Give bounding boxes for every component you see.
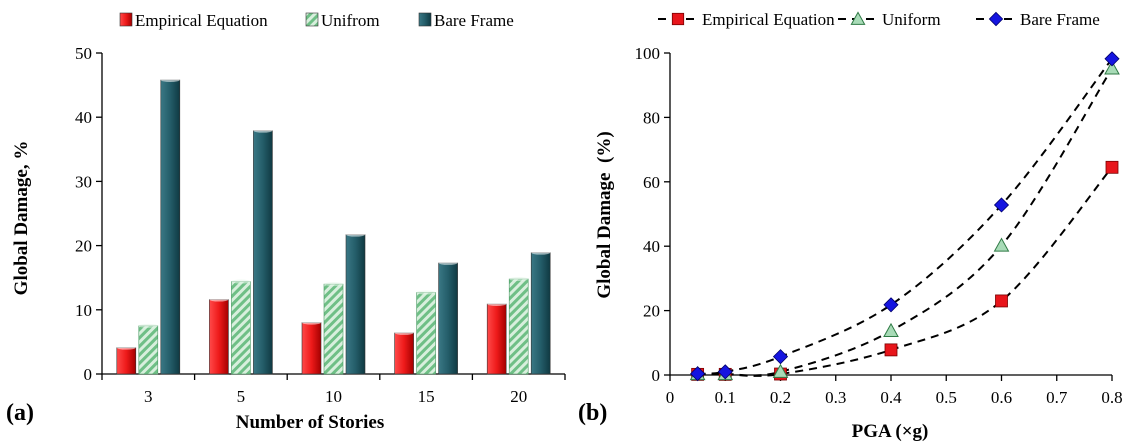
line-chart-y-tick-label: 20 xyxy=(643,302,660,321)
bar-chart-y-tick-label: 30 xyxy=(75,172,92,191)
line-chart-y-tick-label: 80 xyxy=(643,108,660,127)
bar-chart-x-axis-title: Number of Stories xyxy=(236,412,384,433)
line-chart-x-tick-label: 0.1 xyxy=(715,388,736,407)
bar-unifrom-cap xyxy=(138,323,158,328)
bar-unifrom-cap xyxy=(324,282,343,287)
bar-chart-y-tick-label: 50 xyxy=(75,44,92,63)
bar-bare-frame-cap xyxy=(531,250,551,255)
bar-chart-y-tick-label: 40 xyxy=(75,108,92,127)
point-uniform xyxy=(883,322,899,337)
line-chart-x-tick-label: 0.2 xyxy=(770,388,791,407)
bar-unifrom xyxy=(138,325,159,375)
line-series-empirical-equation xyxy=(697,166,1113,377)
point-bare-frame xyxy=(690,366,706,382)
bar-chart-x-tick-label: 20 xyxy=(510,387,527,406)
bar-chart-panel: 0 10 20 30 40 50 3 5 10 15 20 Empirical Equation U… xyxy=(6,11,566,433)
legend-marker-empirical-equation xyxy=(671,12,685,26)
line-chart-panel: 0 20 40 60 80 100 0 0.1 0.2 0.3 0.4 0.5 0.6 0.7 0.8 E… xyxy=(578,10,1123,442)
point-bare-frame xyxy=(772,349,789,365)
bar-bare-frame-cap xyxy=(160,77,180,82)
line-series-uniform xyxy=(697,67,1113,377)
bar-chart-y-axis-title: Global Damage, % xyxy=(11,141,32,296)
legend-label-bare-frame: Bare Frame xyxy=(1020,10,1100,29)
line-chart-x-tick-label: 0.3 xyxy=(825,388,846,407)
bar-empirical-equation-cap xyxy=(302,320,321,325)
bar-chart-x-tick-label: 5 xyxy=(237,387,246,406)
point-bare-frame xyxy=(717,364,733,380)
bar-empirical-equation xyxy=(116,347,137,375)
bar-bare-frame xyxy=(345,234,366,375)
line-chart-x-tick-label: 0 xyxy=(666,388,675,407)
point-uniform xyxy=(772,363,789,378)
bar-chart-x-tick-label: 10 xyxy=(325,387,342,406)
bar-chart-y-tick-label: 20 xyxy=(75,237,92,256)
legend-label-uniform: Uniform xyxy=(882,10,941,29)
bar-empirical-equation xyxy=(301,322,322,375)
point-uniform xyxy=(993,237,1010,252)
bar-bare-frame xyxy=(253,130,273,375)
line-chart-panel-label: (b) xyxy=(578,400,607,426)
bar-empirical-equation-cap xyxy=(394,330,414,335)
line-chart-x-tick-label: 0.8 xyxy=(1101,388,1122,407)
bar-bare-frame xyxy=(530,252,551,375)
line-chart-x-tick-label: 0.4 xyxy=(880,388,902,407)
bar-empirical-equation xyxy=(486,303,507,375)
bar-unifrom-cap xyxy=(231,279,251,284)
bar-unifrom xyxy=(231,281,251,375)
bar-bare-frame-cap xyxy=(438,260,458,265)
bar-unifrom xyxy=(323,283,344,375)
line-series-bare-frame xyxy=(697,58,1113,375)
legend-marker-bare-frame xyxy=(988,11,1004,27)
bar-empirical-equation xyxy=(394,332,414,375)
bar-chart-y-tick-label: 0 xyxy=(84,365,93,384)
legend-label-empirical-equation: Empirical Equation xyxy=(702,10,835,29)
bar-empirical-equation-cap xyxy=(116,345,136,350)
point-empirical-equation xyxy=(884,343,898,357)
line-chart-x-tick-label: 0.5 xyxy=(936,388,957,407)
line-chart-x-tick-label: 0.7 xyxy=(1046,388,1068,407)
bar-unifrom xyxy=(508,278,529,375)
line-chart-y-tick-label: 0 xyxy=(652,366,661,385)
bar-chart-y-tick-label: 10 xyxy=(75,301,92,320)
bar-chart-panel-label: (a) xyxy=(6,400,34,426)
legend-swatch-unifrom xyxy=(305,12,319,27)
point-bare-frame xyxy=(993,197,1010,213)
bar-bare-frame xyxy=(160,79,181,375)
line-chart-y-axis-title: Global Damage (%) xyxy=(594,131,615,298)
bar-unifrom-cap xyxy=(509,276,529,281)
bar-empirical-equation xyxy=(209,299,229,375)
point-empirical-equation xyxy=(1105,160,1119,174)
point-uniform xyxy=(1104,60,1120,75)
line-chart-x-axis-title: PGA (×g) xyxy=(852,421,929,442)
legend-swatch-bare-frame xyxy=(418,12,432,27)
bar-bare-frame-cap xyxy=(346,232,365,237)
line-chart-y-tick-label: 60 xyxy=(643,173,660,192)
line-chart-y-tick-label: 100 xyxy=(635,44,661,63)
legend-label-empirical-equation: Empirical Equation xyxy=(135,11,268,30)
legend-marker-uniform xyxy=(850,11,866,25)
line-chart-x-tick-label: 0.6 xyxy=(991,388,1012,407)
bar-bare-frame-cap xyxy=(253,128,273,133)
bar-empirical-equation-cap xyxy=(487,302,507,307)
legend-label-bare-frame: Bare Frame xyxy=(434,11,514,30)
line-chart-y-tick-label: 40 xyxy=(643,237,660,256)
legend-label-unifrom: Unifrom xyxy=(321,11,380,30)
legend-swatch-empirical-equation xyxy=(119,12,133,27)
point-bare-frame xyxy=(1104,51,1120,67)
bar-empirical-equation-cap xyxy=(209,297,229,302)
bar-chart-x-tick-label: 15 xyxy=(418,387,435,406)
point-bare-frame xyxy=(883,297,899,313)
bar-unifrom-cap xyxy=(416,290,436,295)
bar-bare-frame xyxy=(438,262,458,375)
point-empirical-equation xyxy=(995,294,1008,308)
bar-chart-x-tick-label: 3 xyxy=(144,387,153,406)
bar-unifrom xyxy=(416,292,436,375)
